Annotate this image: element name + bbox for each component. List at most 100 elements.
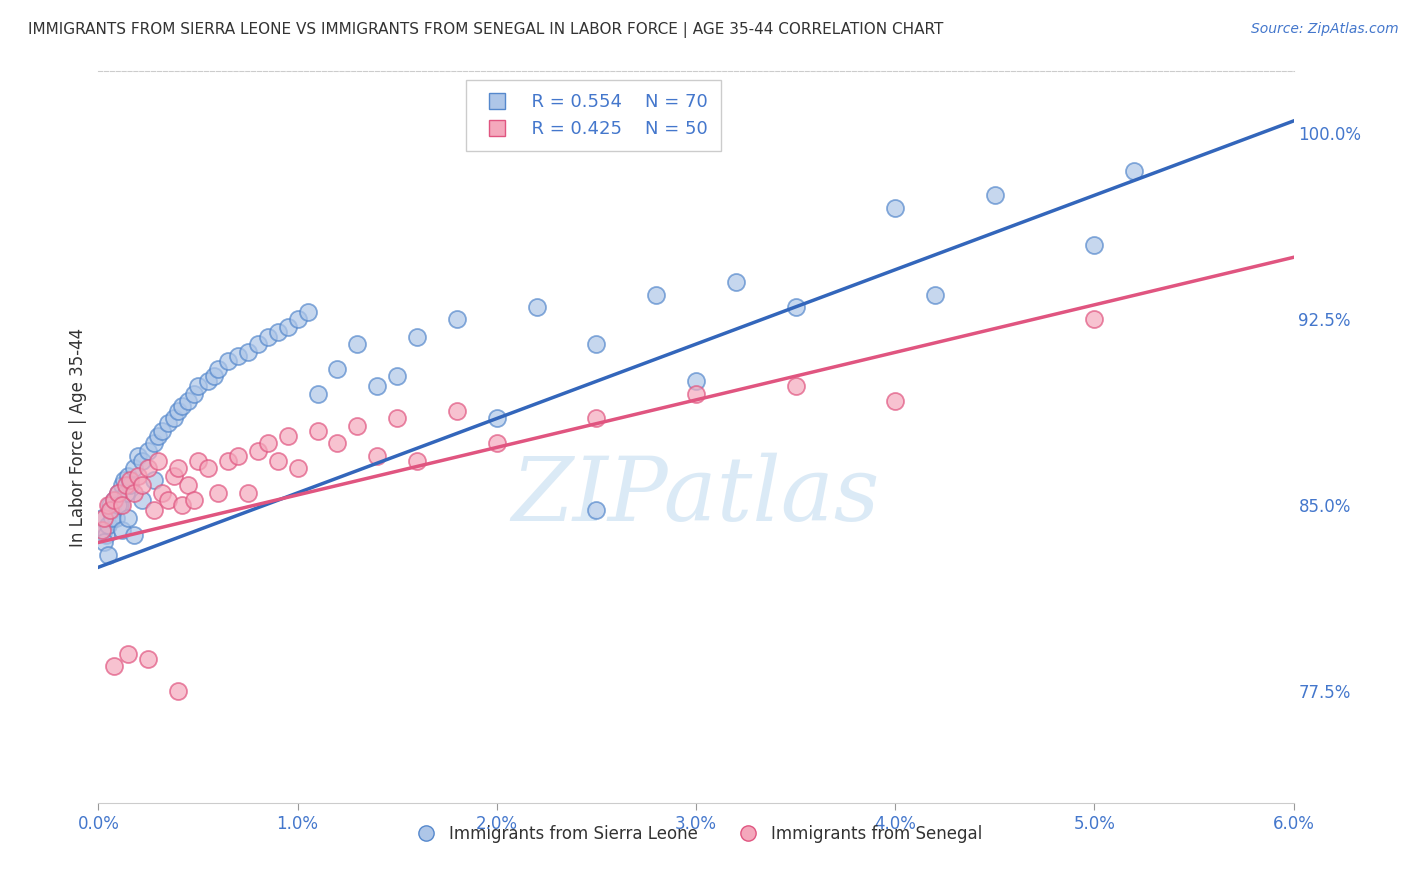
Point [150,486,173,500]
Point [110,498,132,512]
Point [167,684,190,698]
Point [785,300,807,314]
Point [93,523,115,537]
Point [585,337,607,351]
Point [148,453,170,467]
Point [585,503,607,517]
Point [197,461,219,475]
Point [103,493,125,508]
Point [187,379,209,393]
Point [127,449,149,463]
Point [346,337,368,351]
Point [143,503,166,517]
Point [157,493,180,508]
Point [167,404,190,418]
Point [226,350,249,364]
Point [446,312,468,326]
Point [103,659,125,673]
Point [307,386,329,401]
Point [984,188,1007,202]
Point [101,503,124,517]
Point [1083,238,1105,252]
Point [267,325,290,339]
Point [91,510,114,524]
Point [485,411,508,425]
Point [136,652,159,666]
Point [163,468,186,483]
Point [685,374,707,388]
Point [111,498,134,512]
Point [93,535,115,549]
Legend: Immigrants from Sierra Leone, Immigrants from Senegal: Immigrants from Sierra Leone, Immigrants… [402,818,990,849]
Point [1123,163,1146,178]
Point [187,453,209,467]
Point [167,461,190,475]
Text: ZIPatlas: ZIPatlas [512,452,880,539]
Point [183,493,205,508]
Point [366,379,388,393]
Point [107,486,129,500]
Point [287,461,309,475]
Point [226,449,249,463]
Point [124,486,146,500]
Point [148,429,170,443]
Point [385,369,409,384]
Point [111,523,134,537]
Y-axis label: In Labor Force | Age 35-44: In Labor Force | Age 35-44 [69,327,87,547]
Point [172,498,194,512]
Point [267,453,290,467]
Point [163,411,186,425]
Point [107,498,129,512]
Point [124,461,146,475]
Point [131,493,153,508]
Point [127,468,149,483]
Point [485,436,508,450]
Point [785,379,807,393]
Point [150,424,173,438]
Point [526,300,548,314]
Point [406,453,429,467]
Point [111,478,134,492]
Point [101,510,124,524]
Point [207,362,229,376]
Point [884,394,907,409]
Point [202,369,225,384]
Point [236,486,259,500]
Point [107,486,129,500]
Point [197,374,219,388]
Point [117,647,139,661]
Point [117,510,139,524]
Point [177,478,200,492]
Point [97,548,120,562]
Point [207,486,229,500]
Point [97,518,120,533]
Point [307,424,329,438]
Point [217,354,239,368]
Point [645,287,668,301]
Point [326,362,349,376]
Point [91,523,114,537]
Point [287,312,309,326]
Point [277,429,299,443]
Point [98,498,122,512]
Point [585,411,607,425]
Point [924,287,946,301]
Point [97,498,120,512]
Point [157,417,180,431]
Point [117,468,139,483]
Point [277,319,299,334]
Point [103,493,125,508]
Point [143,436,166,450]
Point [143,474,166,488]
Text: IMMIGRANTS FROM SIERRA LEONE VS IMMIGRANTS FROM SENEGAL IN LABOR FORCE | AGE 35-: IMMIGRANTS FROM SIERRA LEONE VS IMMIGRAN… [28,22,943,38]
Point [120,474,142,488]
Point [724,275,747,289]
Point [124,528,146,542]
Point [446,404,468,418]
Point [236,344,259,359]
Point [96,528,118,542]
Point [217,453,239,467]
Point [183,386,205,401]
Point [326,436,349,450]
Point [115,478,138,492]
